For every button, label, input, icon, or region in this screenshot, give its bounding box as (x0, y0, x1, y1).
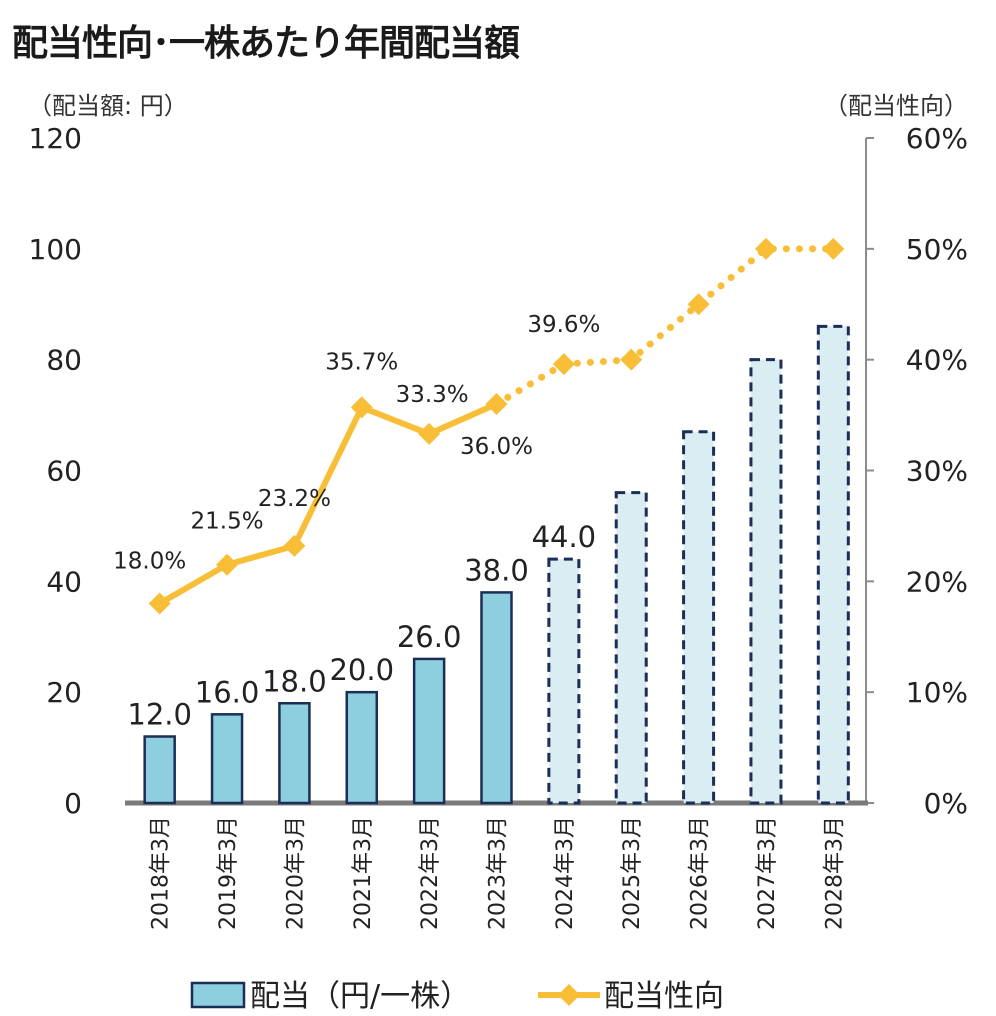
right-tick-label: 10% (906, 676, 968, 709)
bar (480, 591, 513, 805)
right-tick-label: 60% (906, 122, 968, 155)
chart-title: 配当性向･一株あたり年間配当額 (12, 23, 520, 64)
bar (345, 690, 379, 805)
legend-swatch-dividend (190, 981, 246, 1009)
legend-label-payout: 配当性向 (604, 979, 724, 1014)
left-tick-label: 20 (46, 676, 82, 709)
right-tick-label: 40% (906, 344, 968, 377)
bar-value-label: 12.0 (127, 698, 192, 732)
payout-ratio-label: 21.5% (191, 509, 264, 535)
payout-ratio-line-forecast (493, 245, 837, 408)
category-label: 2020年3月 (283, 816, 308, 930)
category-label: 2027年3月 (755, 816, 780, 930)
right-tick-label: 50% (906, 233, 968, 266)
data-labels: 12.016.0 18.0 20.026.038.044.0 18.0%21.5%23… (113, 312, 600, 731)
bar-value-label: 38.0 (464, 553, 529, 587)
right-tick-label: 0% (924, 787, 968, 820)
category-label: 2019年3月 (216, 816, 241, 930)
right-axis-unit-label: （配当性向） (824, 92, 968, 120)
payout-ratio-marker (687, 293, 710, 316)
projected-bar (816, 324, 850, 805)
category-label: 2025年3月 (620, 816, 645, 930)
payout-ratio-line-actual (156, 401, 500, 607)
bar-value-label: 26.0 (397, 620, 462, 654)
left-tick-label: 100 (29, 233, 82, 266)
bar-value-label: 16.0 (195, 675, 260, 709)
bar-series (143, 324, 850, 805)
payout-ratio-marker (350, 396, 373, 419)
bar (210, 713, 244, 805)
legend-marker-payout (558, 984, 580, 1006)
projected-bar (547, 557, 581, 805)
left-axis-unit-label: （配当額: 円） (28, 92, 188, 120)
payout-ratio-marker (485, 393, 508, 415)
legend: 配当（円/一株） 配当性向 (190, 979, 724, 1014)
payout-ratio-label: 33.3% (396, 382, 469, 408)
payout-ratio-marker (216, 553, 239, 576)
payout-ratio-label: 23.2% (258, 486, 331, 512)
category-label: 2018年3月 (149, 816, 174, 930)
category-label: 2024年3月 (553, 816, 578, 930)
left-tick-label: 40 (46, 565, 82, 598)
right-tick-label: 20% (906, 565, 968, 598)
axes: （配当額: 円） （配当性向） 0 20 40 60 80 100 120 0% 10% 20% 30%… (28, 92, 968, 930)
bar (412, 657, 446, 805)
payout-ratio-label: 36.0% (460, 434, 533, 460)
projected-bar (749, 358, 783, 805)
payout-ratio-marker (822, 237, 845, 260)
category-label: 2021年3月 (351, 816, 376, 930)
bar-value-label: 44.0 (532, 520, 597, 554)
projected-bar (682, 430, 716, 805)
bar-value-label: 20.0 (329, 653, 394, 687)
payout-ratio-marker (418, 422, 441, 445)
left-tick-label: 0 (64, 787, 82, 820)
right-tick-label: 30% (906, 455, 968, 488)
category-label: 2022年3月 (418, 816, 443, 930)
bar (278, 702, 311, 805)
left-tick-label: 60 (46, 455, 82, 488)
legend-label-dividend: 配当（円/一株） (250, 979, 470, 1014)
line-series (148, 237, 845, 615)
category-label: 2028年3月 (822, 816, 847, 930)
payout-ratio-label: 18.0% (113, 549, 186, 575)
left-tick-label: 80 (46, 344, 82, 377)
payout-ratio-label: 39.6% (527, 312, 600, 338)
payout-ratio-marker (283, 534, 306, 557)
payout-ratio-marker (148, 592, 171, 615)
bar (143, 735, 176, 805)
left-tick-label: 120 (29, 122, 82, 155)
category-label: 2026年3月 (688, 816, 713, 930)
category-label: 2023年3月 (486, 816, 511, 930)
payout-ratio-marker (620, 348, 643, 371)
payout-ratio-label: 35.7% (325, 349, 398, 375)
payout-ratio-marker (754, 237, 777, 260)
projected-bar (614, 491, 648, 805)
payout-ratio-marker (552, 353, 575, 376)
bar-value-label: 18.0 (262, 664, 327, 698)
